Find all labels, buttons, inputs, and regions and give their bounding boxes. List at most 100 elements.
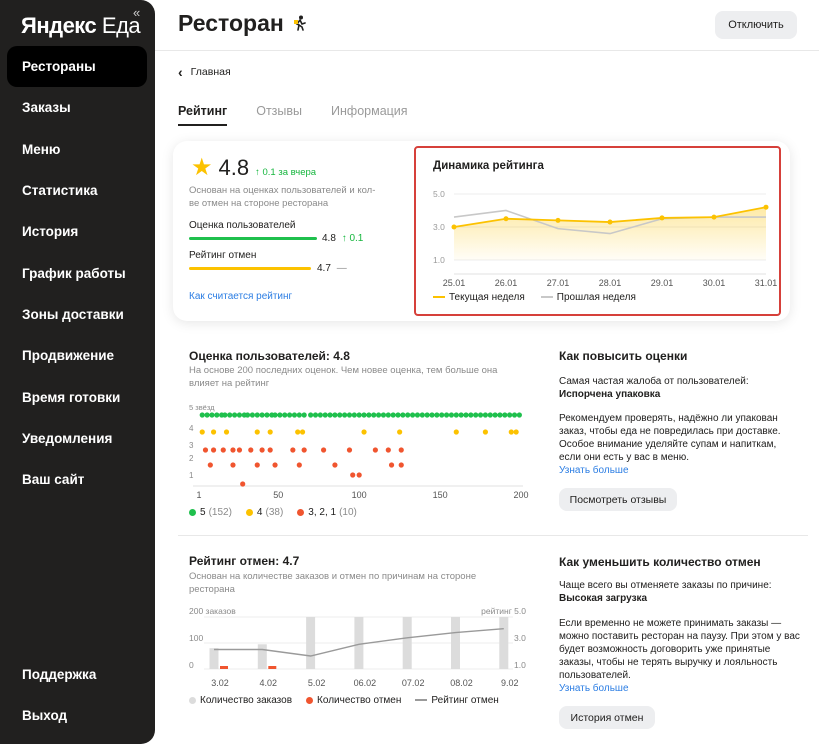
y-tick-label: 3.0 (433, 222, 445, 232)
rating-point (351, 412, 357, 418)
user-ratings-subtitle: На основе 200 последних оценок. Чем нове… (189, 365, 498, 389)
rating-point (507, 412, 513, 418)
current-week-point (451, 224, 457, 230)
rating-point (385, 412, 391, 418)
rating-point (468, 412, 474, 418)
collapse-sidebar-icon[interactable]: « (133, 5, 141, 20)
rating-point (361, 429, 367, 435)
sidebar-item-0[interactable]: Поддержка (22, 667, 97, 683)
runner-icon (293, 15, 307, 36)
rating-point (291, 412, 298, 418)
rating-point (453, 412, 459, 418)
rating-point (204, 412, 210, 418)
right-y-tick: 1.0 (514, 660, 526, 670)
cancel-rating-value: 4.7 — (317, 263, 347, 274)
rating-value: 4.8 (218, 155, 250, 180)
rating-point (380, 412, 387, 418)
sidebar-item-1[interactable]: Выход (22, 708, 68, 724)
rating-point (429, 412, 435, 418)
rating-point (356, 412, 362, 418)
sidebar-item-4[interactable]: История (22, 224, 79, 240)
sidebar-item-5[interactable]: График работы (22, 265, 126, 281)
improve-learn-more-link[interactable]: Узнать больше (559, 465, 629, 476)
rating-point (463, 412, 469, 418)
logo[interactable]: Яндекс Еда (21, 13, 141, 39)
rating-point (210, 429, 217, 435)
rating-point (342, 412, 348, 418)
tabs: Рейтинг Отзывы Информация (178, 104, 408, 126)
rating-point (254, 462, 260, 468)
reduce-intro: Чаще всего вы отменяете заказы по причин… (559, 580, 772, 591)
sidebar-bottom-nav: Поддержка Выход (7, 654, 147, 737)
x-tick-label: 1 (196, 490, 201, 500)
rating-point (230, 462, 236, 468)
rating-point (513, 429, 519, 435)
rating-point (254, 412, 260, 418)
improve-intro-block: Самая частая жалоба от пользователей: Ис… (559, 375, 799, 401)
cancels-bar (268, 666, 277, 669)
reduce-reason: Высокая загрузка (559, 593, 648, 604)
sidebar-item-2[interactable]: Меню (22, 141, 61, 157)
left-axis-title: 200 заказов (189, 606, 236, 616)
legend-cancels: Количество отмен (306, 695, 401, 706)
right-axis-title: рейтинг 5.0 (481, 606, 526, 616)
x-tick-label: 25.01 (443, 278, 466, 288)
sidebar-item-3[interactable]: Статистика (22, 183, 98, 199)
rating-point (443, 412, 450, 418)
tab-0[interactable]: Рейтинг (178, 104, 228, 126)
orders-bar (306, 617, 316, 669)
rating-point (202, 447, 209, 453)
page-title: Ресторан (178, 10, 284, 36)
x-tick-label: 28.01 (599, 278, 622, 288)
sidebar-item-10[interactable]: Ваш сайт (22, 472, 85, 488)
rating-point (492, 412, 498, 418)
sidebar-item-6[interactable]: Зоны доставки (22, 306, 124, 322)
rating-point (356, 472, 362, 478)
rating-point (397, 429, 403, 435)
rating-point (249, 412, 255, 418)
rating-point (214, 412, 220, 418)
tab-1[interactable]: Отзывы (256, 104, 303, 118)
legend-current-week: Текущая неделя (433, 292, 525, 303)
view-reviews-button[interactable]: Посмотреть отзывы (559, 488, 677, 511)
rating-point (312, 412, 319, 418)
rating-point (301, 412, 307, 418)
sidebar-item-0[interactable]: Рестораны (7, 46, 147, 88)
legend-rating: Рейтинг отмен (415, 695, 499, 706)
x-tick-label: 29.01 (651, 278, 674, 288)
tab-2[interactable]: Информация (331, 104, 408, 118)
rating-point (448, 412, 455, 418)
rating-point (346, 412, 353, 418)
sidebar-item-9[interactable]: Уведомления (22, 430, 113, 446)
reduce-learn-more-link[interactable]: Узнать больше (559, 683, 629, 694)
rating-point (508, 429, 514, 435)
scatter-legend-item: 5 (152) (189, 507, 232, 518)
x-tick-label: 5.02 (308, 678, 326, 688)
disable-button[interactable]: Отключить (715, 11, 797, 39)
rating-point (299, 429, 306, 435)
rating-point (372, 447, 378, 453)
reduce-text: Если временно не можете принимать заказы… (559, 618, 800, 681)
dynamics-legend: Текущая неделя Прошлая неделя (433, 292, 636, 303)
rating-point (395, 412, 401, 418)
sidebar: Яндекс Еда « Рестораны Заказы Меню Статисти… (0, 0, 155, 744)
logo-primary: Яндекс (21, 13, 97, 38)
sidebar-item-8[interactable]: Время готовки (22, 389, 121, 405)
rating-point (296, 412, 302, 418)
breadcrumb[interactable]: ‹ Главная (178, 64, 231, 80)
x-tick-label: 200 (513, 490, 528, 500)
user-rating-value: 4.8 ↑ 0.1 (322, 233, 364, 244)
how-rating-link[interactable]: Как считается рейтинг (189, 291, 293, 302)
cancel-rating-bar (189, 267, 311, 270)
cancel-history-button[interactable]: История отмен (559, 706, 655, 729)
sidebar-item-7[interactable]: Продвижение (22, 348, 115, 364)
cancels-subtitle: Основан на количестве заказов и отмен по… (189, 571, 477, 595)
y-tick-label: 4 (189, 424, 194, 433)
legend-orders: Количество заказов (189, 695, 292, 706)
sidebar-item-1[interactable]: Заказы (22, 100, 71, 116)
rating-point (516, 412, 522, 418)
rating-dynamics-box: Динамика рейтинга 5.0 3.0 1.0 25.01 26.01 27.… (414, 146, 781, 316)
orders-bar (257, 644, 267, 669)
orders-bar (499, 617, 509, 669)
